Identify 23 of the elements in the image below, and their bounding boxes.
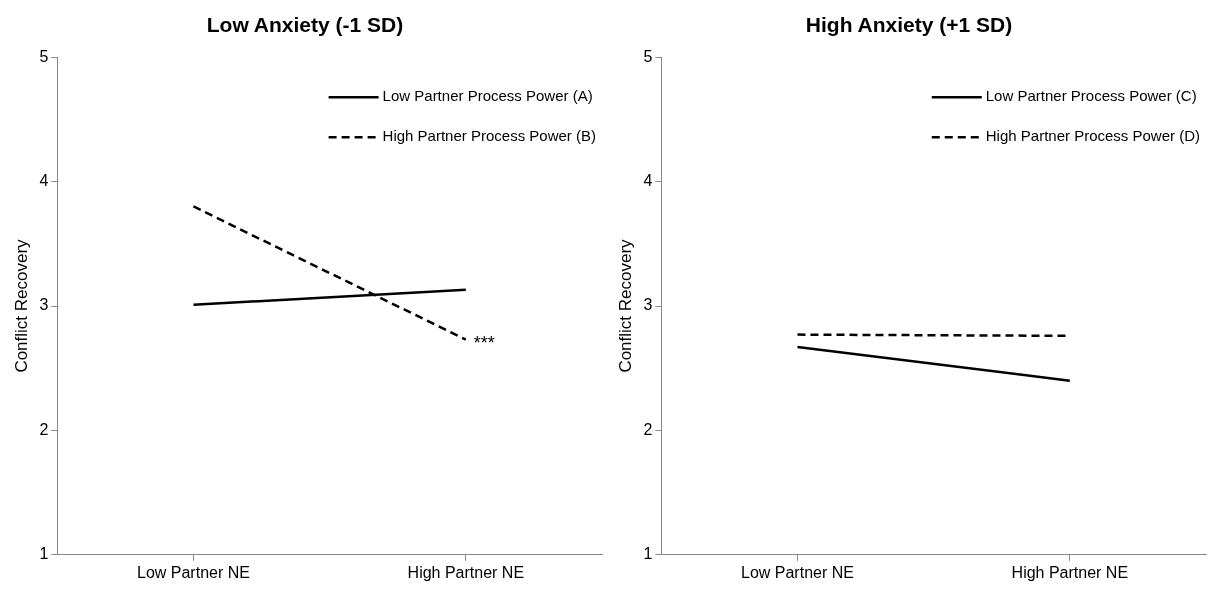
x-tick-label: Low Partner NE bbox=[741, 563, 854, 581]
y-tick-label: 5 bbox=[643, 47, 653, 65]
y-tick-label: 4 bbox=[643, 172, 653, 190]
legend-label: Low Partner Process Power (C) bbox=[985, 87, 1197, 105]
y-tick-label: 1 bbox=[643, 545, 653, 563]
chart-title: Low Anxiety (-1 SD) bbox=[206, 13, 404, 37]
legend-label: High Partner Process Power (D) bbox=[985, 127, 1200, 145]
y-tick-label: 5 bbox=[39, 47, 49, 65]
x-tick-label: Low Partner NE bbox=[137, 563, 250, 581]
legend-label: Low Partner Process Power (A) bbox=[382, 87, 593, 105]
y-axis-title: Conflict Recovery bbox=[11, 238, 31, 373]
y-axis-title: Conflict Recovery bbox=[615, 238, 635, 373]
y-tick-label: 2 bbox=[39, 420, 49, 438]
y-tick-label: 3 bbox=[643, 296, 653, 314]
y-tick-label: 4 bbox=[39, 172, 49, 190]
y-tick-label: 2 bbox=[643, 420, 653, 438]
x-tick-label: High Partner NE bbox=[407, 563, 525, 581]
y-tick-label: 3 bbox=[39, 296, 49, 314]
chart-title: High Anxiety (+1 SD) bbox=[805, 13, 1013, 37]
x-tick-label: High Partner NE bbox=[1011, 563, 1129, 581]
y-tick-label: 1 bbox=[39, 545, 49, 563]
annotation: *** bbox=[473, 332, 495, 353]
legend-label: High Partner Process Power (B) bbox=[382, 127, 596, 145]
